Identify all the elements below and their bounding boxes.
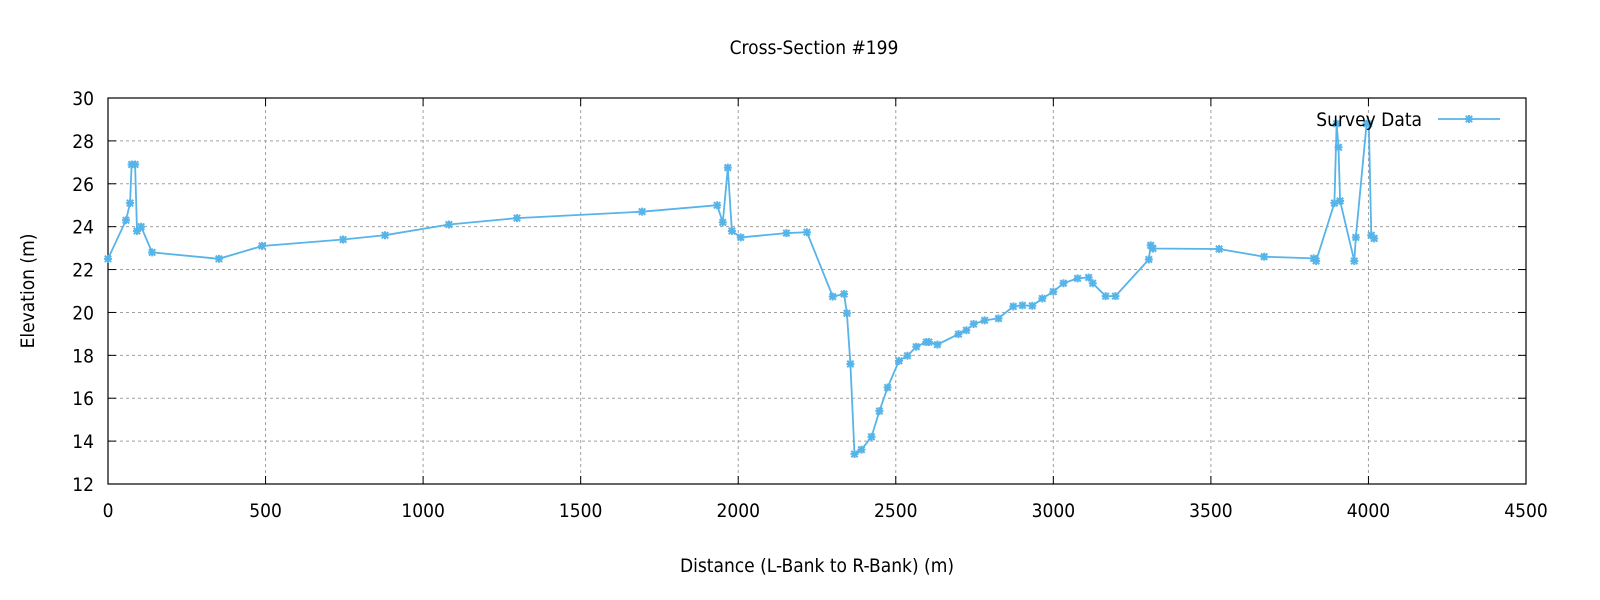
x-tick-label: 3500: [1189, 500, 1233, 522]
data-point: [828, 292, 837, 301]
data-point: [1101, 292, 1110, 301]
x-axis-label: Distance (L-Bank to R-Bank) (m): [680, 555, 954, 577]
data-point: [933, 340, 942, 349]
data-point: [1088, 279, 1097, 288]
y-tick-label: 16: [72, 388, 94, 410]
data-point: [1334, 143, 1343, 152]
data-point: [1350, 256, 1359, 265]
y-tick-label: 18: [72, 345, 94, 367]
data-point: [802, 228, 811, 237]
chart-title: Cross-Section #199: [730, 37, 899, 59]
data-point: [903, 351, 912, 360]
data-point: [713, 201, 722, 210]
data-point: [850, 449, 859, 458]
data-point: [1009, 302, 1018, 311]
data-point: [894, 356, 903, 365]
data-point: [1144, 255, 1153, 264]
data-point: [258, 241, 267, 250]
data-point: [1084, 273, 1093, 282]
data-point: [126, 199, 135, 208]
data-point: [883, 383, 892, 392]
data-point: [718, 218, 727, 227]
data-point: [339, 235, 348, 244]
data-point: [727, 226, 736, 235]
y-tick-label: 14: [72, 431, 94, 453]
data-point: [1018, 301, 1027, 310]
data-point: [444, 220, 453, 229]
data-point: [1312, 256, 1321, 265]
data-point: [137, 222, 146, 231]
data-point: [148, 248, 157, 257]
y-tick-label: 26: [72, 174, 94, 196]
x-tick-label: 3000: [1032, 500, 1076, 522]
legend: Survey Data: [1316, 109, 1500, 131]
data-point: [994, 314, 1003, 323]
y-axis-label: Elevation (m): [17, 234, 39, 349]
data-point: [962, 326, 971, 335]
legend-label: Survey Data: [1316, 109, 1422, 131]
data-point: [1038, 294, 1047, 303]
data-point: [1260, 252, 1269, 261]
data-point: [842, 309, 851, 318]
data-point: [846, 359, 855, 368]
data-point: [638, 207, 647, 216]
data-point: [969, 320, 978, 329]
data-point: [954, 330, 963, 339]
data-point: [1073, 274, 1082, 283]
data-point: [857, 445, 866, 454]
plot-frame: [107, 97, 1527, 485]
data-point: [1364, 119, 1373, 128]
data-point: [380, 231, 389, 240]
data-point: [1148, 244, 1157, 253]
grid: [108, 98, 1526, 484]
x-tick-label: 4500: [1504, 500, 1548, 522]
data-point: [1336, 196, 1345, 205]
data-point: [1351, 233, 1360, 242]
data-point: [1059, 279, 1068, 288]
data-point: [840, 290, 849, 299]
data-point: [121, 216, 130, 225]
data-point: [1370, 234, 1379, 243]
y-tick-label: 28: [72, 131, 94, 153]
data-point: [980, 316, 989, 325]
data-point: [1332, 119, 1341, 128]
data-point: [723, 163, 732, 172]
legend-line-sample: [1438, 115, 1500, 123]
data-point: [214, 254, 223, 263]
series-survey-data: [104, 119, 1379, 458]
data-point: [131, 160, 140, 169]
y-tick-label: 22: [72, 260, 94, 282]
data-point: [875, 407, 884, 416]
x-tick-label: 500: [249, 500, 282, 522]
x-tick-label: 2000: [716, 500, 760, 522]
y-tick-label: 24: [72, 217, 94, 239]
data-point: [104, 254, 112, 263]
data-point: [1111, 292, 1120, 301]
x-tick-label: 1500: [559, 500, 603, 522]
series-line: [107, 122, 1375, 456]
data-point: [867, 432, 876, 441]
data-point: [736, 233, 745, 242]
y-tick-label: 12: [72, 474, 94, 496]
data-point: [782, 229, 791, 238]
x-tick-label: 0: [103, 500, 114, 522]
x-axis: 0 500 1000 1500 2000 2500 3000 3500 4000 4500: [103, 98, 1548, 522]
data-point: [1049, 287, 1058, 296]
x-tick-label: 2500: [874, 500, 918, 522]
data-point: [1028, 301, 1037, 310]
y-axis: 12 14 16 18 20 22 24 26 28 30: [72, 88, 1526, 496]
data-point: [912, 342, 921, 351]
legend-marker-icon: [1465, 115, 1473, 123]
x-tick-label: 1000: [401, 500, 445, 522]
data-point: [1215, 244, 1224, 253]
y-tick-label: 20: [72, 302, 94, 324]
x-tick-label: 4000: [1347, 500, 1391, 522]
data-point: [924, 338, 933, 347]
data-point: [513, 214, 522, 223]
y-tick-label: 30: [72, 88, 94, 110]
